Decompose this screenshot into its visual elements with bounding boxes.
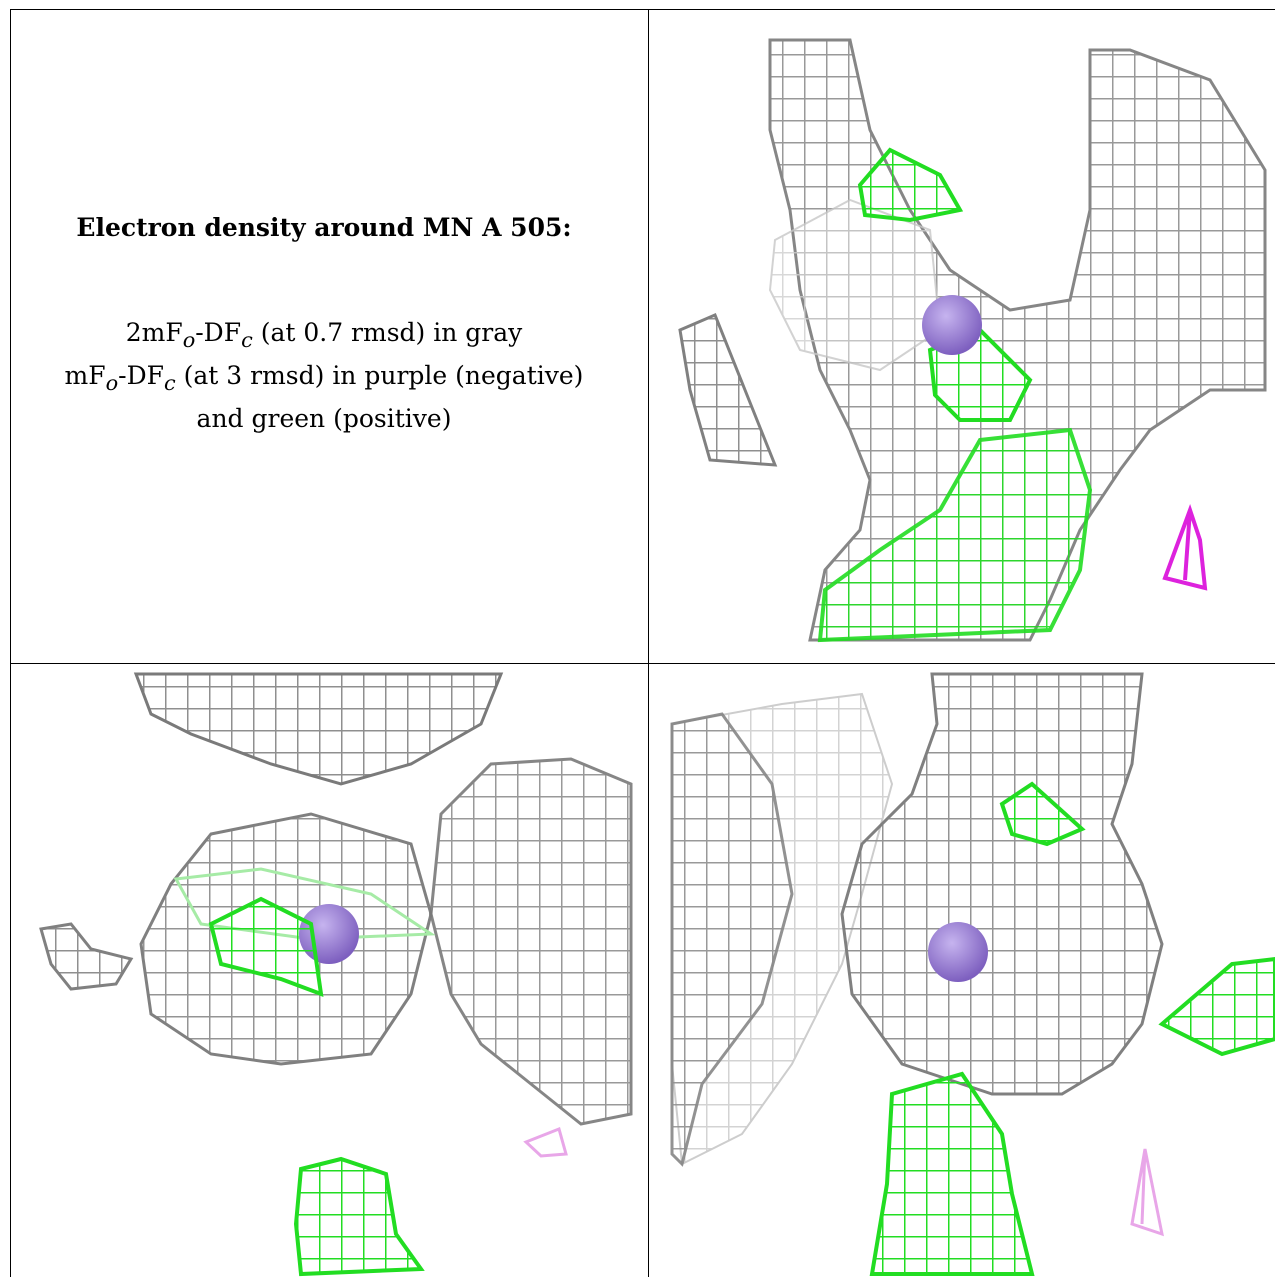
purple-mesh-negative: [1162, 503, 1208, 591]
gray-mesh-small: [39, 922, 134, 991]
gray-mesh-right-lobe: [429, 757, 633, 1126]
density-render-bottom-right: [670, 672, 1275, 1276]
gray-mesh-main: [840, 672, 1164, 1096]
mn-atom-sphere: [922, 295, 982, 355]
gray-mesh-side: [678, 313, 778, 467]
legend-line-gray: 2mFo-DFc (at 0.7 rmsd) in gray: [125, 318, 523, 352]
caption-title: Electron density around MN A 505:: [76, 213, 572, 242]
view-top-right: [650, 10, 1275, 662]
green-mesh-bottom: [293, 1156, 425, 1277]
view-bottom-right: [662, 664, 1275, 1277]
view-bottom-left: [11, 664, 633, 1277]
caption-cell: Electron density around MN A 505: 2mFo-D…: [10, 10, 638, 662]
green-mesh-top: [999, 781, 1086, 847]
legend-line-green: and green (positive): [196, 404, 452, 433]
gray-mesh-top-lobe: [133, 672, 504, 786]
green-mesh-faint: [173, 867, 436, 941]
mn-atom-sphere: [928, 922, 988, 982]
table-left-border: [10, 9, 11, 1277]
table-middle-divider: [10, 663, 1275, 664]
gray-mesh-left-strip: [670, 712, 794, 1167]
green-mesh-right: [1158, 956, 1275, 1057]
table-top-border: [10, 9, 1275, 10]
green-mesh-top: [857, 147, 964, 223]
purple-mesh-negative: [523, 1126, 568, 1158]
green-mesh-bottom: [869, 1071, 1035, 1276]
green-mesh-center: [208, 896, 324, 998]
density-render-top-right: [678, 38, 1267, 643]
caption-legend: 2mFo-DFc (at 0.7 rmsd) in gray mFo-DFc (…: [10, 315, 638, 437]
density-render-bottom-left: [39, 672, 633, 1277]
purple-mesh-negative: [1130, 1148, 1164, 1237]
table-center-divider: [648, 9, 649, 1277]
green-mesh-lower: [817, 427, 1093, 643]
legend-line-purple: mFo-DFc (at 3 rmsd) in purple (negative): [64, 361, 584, 395]
